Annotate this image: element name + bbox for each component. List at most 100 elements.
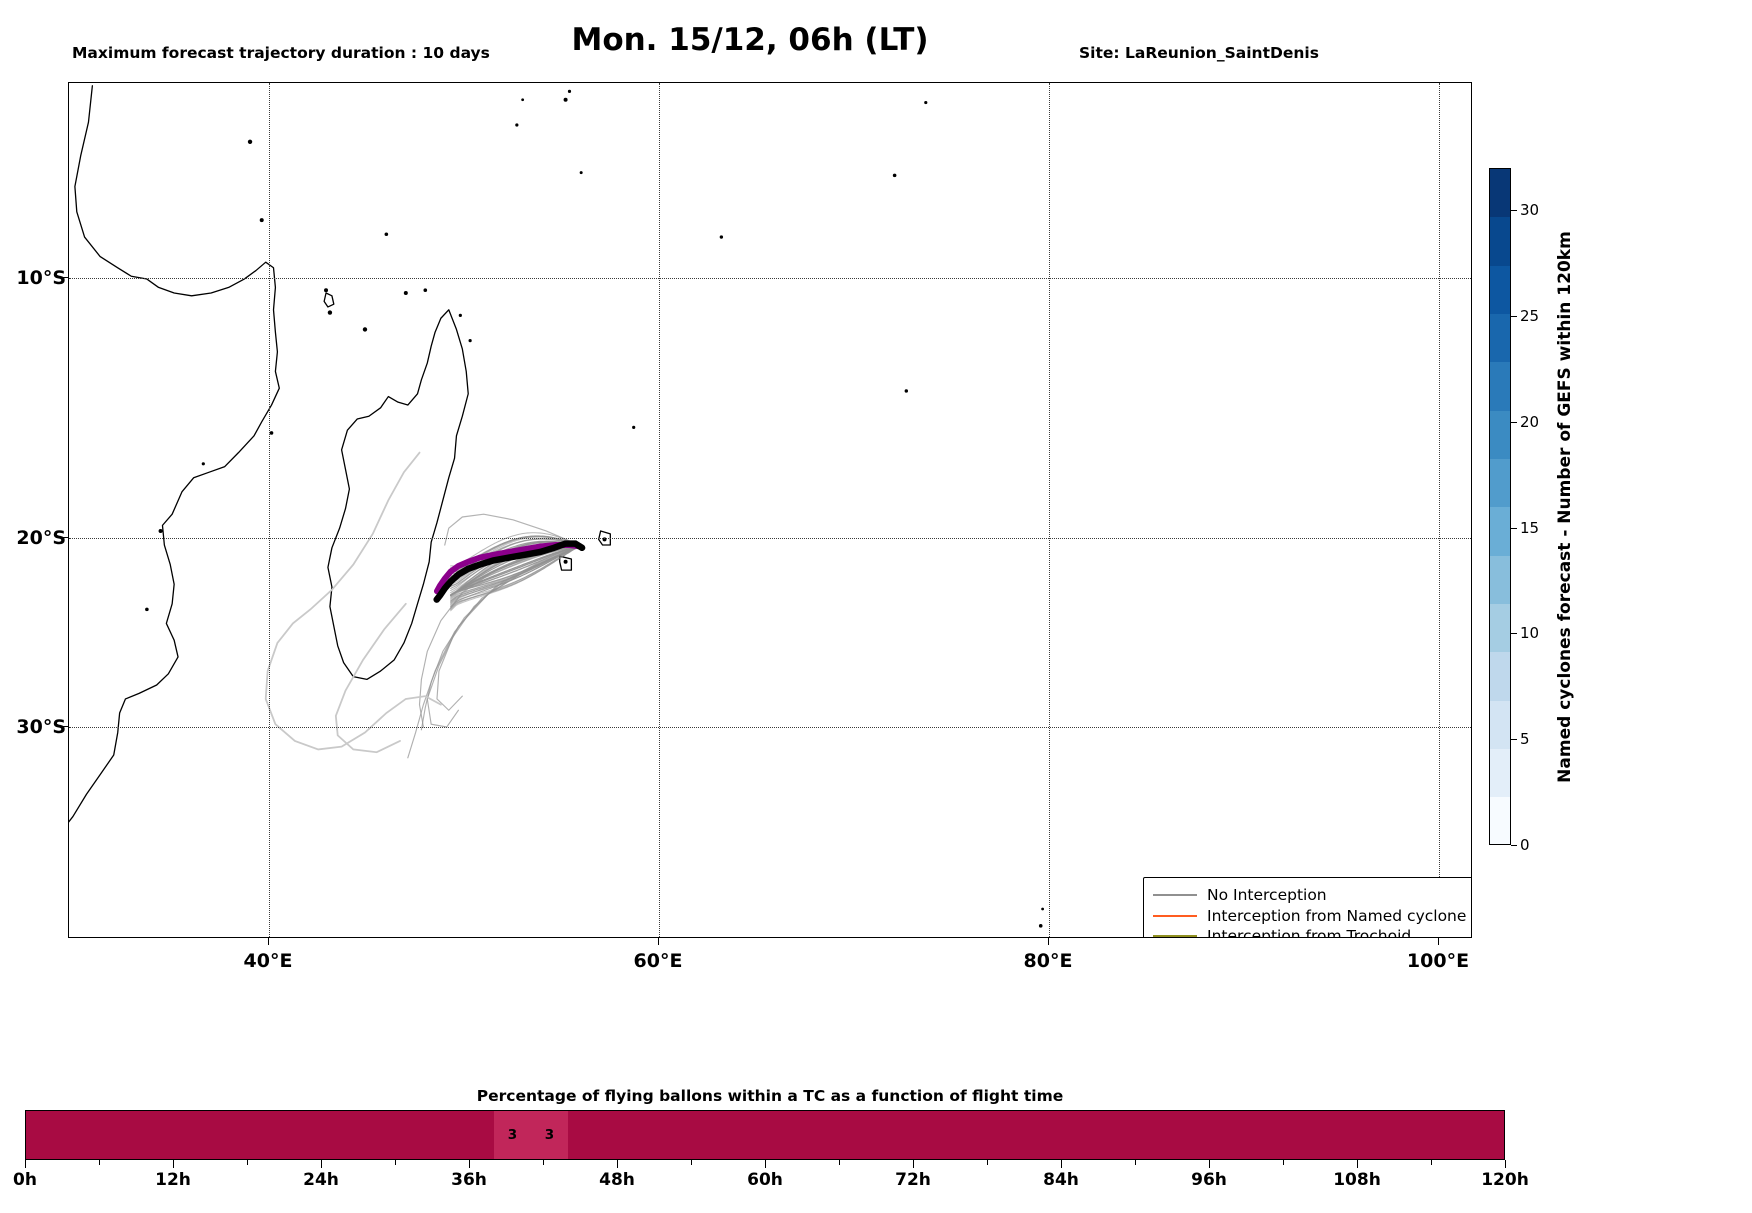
colorbar-segment — [1490, 314, 1510, 363]
timeline-tickmark — [321, 1160, 322, 1168]
colorbar-tick-label: 10 — [1520, 624, 1540, 643]
legend-label: Interception from Trochoid — [1207, 926, 1412, 938]
timeline-tick-label: 84h — [1043, 1170, 1079, 1190]
legend-item-no-interception: No Interception — [1152, 885, 1465, 905]
gridline-lon-100E — [1439, 83, 1440, 937]
timeline-tick-label: 36h — [451, 1170, 487, 1190]
lon-tickmark-60E — [658, 938, 659, 945]
timeline-tickmark — [1505, 1160, 1506, 1168]
colorbar-segment — [1490, 555, 1510, 605]
lat-tickmark-30S — [61, 726, 68, 727]
colorbar-tick-label: 25 — [1520, 307, 1540, 326]
colorbar-tick-label: 0 — [1520, 836, 1530, 854]
colorbar-segment — [1490, 652, 1510, 701]
timeline-tick-label: 0h — [13, 1170, 37, 1190]
colorbar-gradient — [1489, 168, 1511, 845]
lon-tickmark-80E — [1048, 938, 1049, 945]
gridline-lon-40E — [269, 83, 270, 937]
timeline-tick-label: 120h — [1481, 1170, 1529, 1190]
timeline-minor-tickmark — [691, 1160, 692, 1165]
colorbar-segment — [1490, 217, 1510, 266]
lat-tick-label-10S: 10°S — [16, 267, 66, 289]
timeline-cell[interactable] — [567, 1111, 1504, 1159]
lat-tick-label-20S: 20°S — [16, 527, 66, 549]
timeline-minor-tickmark — [1135, 1160, 1136, 1165]
legend-label: Interception from Named cyclone — [1207, 906, 1467, 925]
timeline-tickmark — [173, 1160, 174, 1168]
timeline-minor-tickmark — [987, 1160, 988, 1165]
map-plot-area[interactable]: No Interception Interception from Named … — [68, 82, 1472, 938]
gridline-lat-20S — [69, 538, 1471, 539]
colorbar-tick-label: 20 — [1520, 412, 1540, 431]
timeline-tick-label: 96h — [1191, 1170, 1227, 1190]
colorbar-tickmark — [1511, 633, 1517, 635]
lon-tick-label-40E: 40°E — [243, 950, 293, 972]
legend-item-named-cyclone: Interception from Named cyclone — [1152, 905, 1467, 925]
colorbar: 0 5 10 15 20 25 30 — [1489, 168, 1539, 854]
lon-tick-label-100E: 100°E — [1406, 950, 1470, 972]
lat-tick-label-30S: 30°S — [16, 716, 66, 738]
timeline-tickmark — [25, 1160, 26, 1168]
colorbar-segment — [1490, 604, 1510, 653]
colorbar-segment — [1490, 507, 1510, 556]
timeline-tickmark — [765, 1160, 766, 1168]
gridline-lon-80E — [1049, 83, 1050, 937]
timeline-cell[interactable] — [26, 1111, 495, 1159]
colorbar-title-wrap: Named cyclones forecast - Number of GEFS… — [1551, 168, 1579, 845]
lat-tickmark-20S — [61, 537, 68, 538]
colorbar-segment — [1490, 459, 1510, 508]
timeline-tick-label: 72h — [895, 1170, 931, 1190]
timeline-tickmark — [617, 1160, 618, 1168]
colorbar-title: Named cyclones forecast - Number of GEFS… — [1555, 230, 1575, 783]
timeline-tick-label: 12h — [155, 1170, 191, 1190]
lat-tickmark-10S — [61, 277, 68, 278]
colorbar-tickmark — [1511, 316, 1517, 318]
colorbar-segment — [1490, 169, 1510, 218]
timeline-minor-tickmark — [395, 1160, 396, 1165]
colorbar-segment — [1490, 362, 1510, 411]
colorbar-segment — [1490, 410, 1510, 460]
colorbar-tickmark — [1511, 845, 1517, 846]
colorbar-segment — [1490, 265, 1510, 315]
gridline-lat-30S — [69, 727, 1471, 728]
timeline-cell-valued[interactable]: 3 — [530, 1111, 568, 1159]
timeline-minor-tickmark — [839, 1160, 840, 1165]
timeline-tick-label: 108h — [1333, 1170, 1381, 1190]
timeline-tickmark — [1357, 1160, 1358, 1168]
colorbar-segment — [1490, 749, 1510, 798]
timeline-minor-tickmark — [247, 1160, 248, 1165]
timeline-tickmark — [469, 1160, 470, 1168]
gridline-lon-60E — [659, 83, 660, 937]
colorbar-tick-label: 5 — [1520, 730, 1530, 749]
legend-label: No Interception — [1207, 886, 1327, 905]
colorbar-tickmark — [1511, 421, 1517, 423]
lon-tick-label-60E: 60°E — [633, 950, 683, 972]
timeline-tickmark — [1061, 1160, 1062, 1168]
page-title: Mon. 15/12, 06h (LT) — [571, 22, 929, 58]
timeline-tickmark — [1209, 1160, 1210, 1168]
colorbar-tick-label: 15 — [1520, 518, 1540, 537]
timeline-title: Percentage of flying ballons within a TC… — [476, 1087, 1064, 1105]
timeline-tickmark — [913, 1160, 914, 1168]
legend-item-trochoid: Interception from Trochoid — [1152, 926, 1465, 938]
gridline-lat-10S — [69, 278, 1471, 279]
colorbar-tickmark — [1511, 739, 1517, 741]
timeline-tick-label: 24h — [303, 1170, 339, 1190]
map-legend: No Interception Interception from Named … — [1143, 877, 1471, 938]
colorbar-tick-label: 30 — [1520, 201, 1540, 220]
lon-tickmark-40E — [268, 938, 269, 945]
timeline-cell-valued[interactable]: 3 — [494, 1111, 531, 1159]
colorbar-tickmark — [1511, 210, 1517, 212]
colorbar-tickmark — [1511, 527, 1517, 529]
timeline-minor-tickmark — [1431, 1160, 1432, 1165]
legend-line-swatch-gray — [1152, 891, 1198, 899]
legend-line-swatch-olive — [1152, 932, 1198, 937]
timeline-minor-tickmark — [1283, 1160, 1284, 1165]
header-left-line-1: Maximum forecast trajectory duration : 1… — [72, 44, 490, 62]
header-site: Site: LaReunion_SaintDenis — [1079, 44, 1319, 62]
colorbar-segment — [1490, 797, 1510, 844]
legend-line-swatch-orange — [1152, 912, 1198, 920]
timeline-tick-label: 60h — [747, 1170, 783, 1190]
map-coastlines-and-trajectories — [69, 85, 1045, 928]
